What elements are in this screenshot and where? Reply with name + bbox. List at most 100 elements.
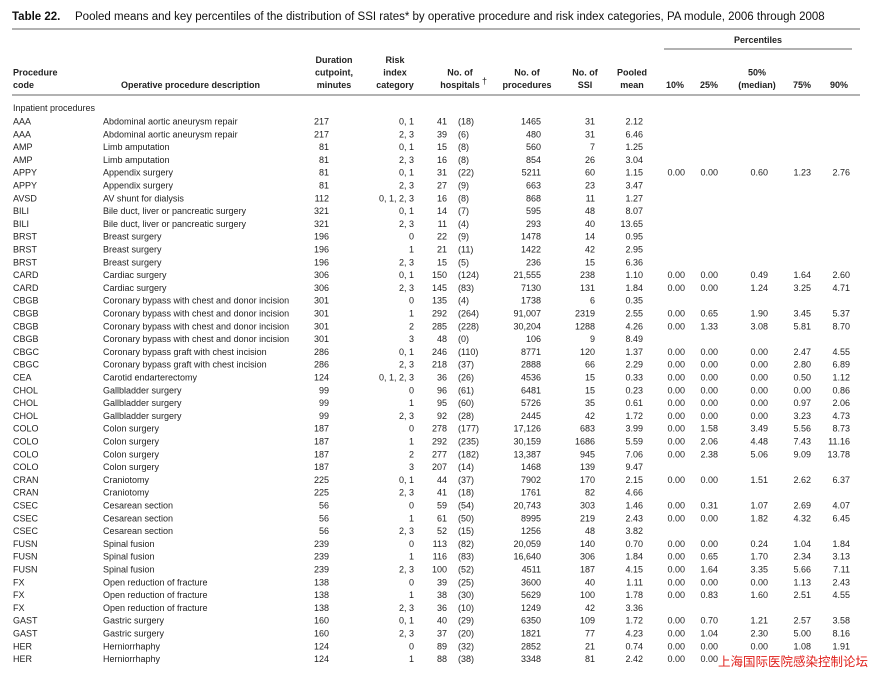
table-cell: Cesarean section <box>103 501 173 511</box>
table-cell: 8995 <box>521 513 541 523</box>
table-cell: COLO <box>13 424 39 434</box>
table-cell: 0.95 <box>625 232 643 242</box>
table-cell: 187 <box>580 565 595 575</box>
table-cell: 0, 1 <box>399 475 414 485</box>
table-cell: 0.74 <box>625 641 643 651</box>
table-cell: 42 <box>585 411 595 421</box>
table-cell: 1.72 <box>625 411 643 421</box>
table-cell: (0) <box>458 334 469 344</box>
table-cell: 0 <box>409 577 414 587</box>
table-cell: (235) <box>458 437 479 447</box>
table-cell: 2.34 <box>793 552 811 562</box>
table-cell: 1.64 <box>700 565 718 575</box>
table-cell: 595 <box>526 206 541 216</box>
table-cell: 40 <box>585 219 595 229</box>
table-cell: 5.66 <box>793 565 811 575</box>
table-cell: 138 <box>314 603 329 613</box>
table-cell: COLO <box>13 437 39 447</box>
column-header: 75% <box>793 80 811 90</box>
table-cell: 239 <box>314 565 329 575</box>
table-cell: Cesarean section <box>103 513 173 523</box>
table-cell: 196 <box>314 232 329 242</box>
table-cell: Open reduction of fracture <box>103 590 208 600</box>
table-cell: 150 <box>432 270 447 280</box>
table-cell: 7.43 <box>793 437 811 447</box>
table-cell: Colon surgery <box>103 437 160 447</box>
table-cell: 277 <box>432 449 447 459</box>
column-header: No. of <box>514 68 540 78</box>
column-header: 10% <box>666 80 684 90</box>
table-cell: 1 <box>409 309 414 319</box>
table-cell: 0.00 <box>667 424 685 434</box>
table-cell: 187 <box>314 462 329 472</box>
table-cell: 6.45 <box>832 513 850 523</box>
table-cell: (4) <box>458 219 469 229</box>
table-cell: Gastric surgery <box>103 616 165 626</box>
watermark: 上海国际医院感染控制论坛 <box>718 654 868 669</box>
table-cell: 1.08 <box>793 641 811 651</box>
table-cell: FX <box>13 577 25 587</box>
table-cell: 59 <box>437 501 447 511</box>
table-cell: 0, 1 <box>399 206 414 216</box>
table-cell: 81 <box>319 181 329 191</box>
table-cell: 138 <box>314 590 329 600</box>
table-cell: 0.83 <box>700 590 718 600</box>
table-cell: 285 <box>432 321 447 331</box>
table-cell: 1.78 <box>625 590 643 600</box>
table-cell: 15 <box>437 257 447 267</box>
table-cell: 6.36 <box>625 257 643 267</box>
table-cell: 30,204 <box>513 321 541 331</box>
table-cell: 0, 1 <box>399 142 414 152</box>
table-cell: CBGC <box>13 347 40 357</box>
table-cell: 145 <box>432 283 447 293</box>
table-cell: 5.37 <box>832 309 850 319</box>
table-cell: FUSN <box>13 552 38 562</box>
table-cell: 1256 <box>521 526 541 536</box>
table-cell: 236 <box>526 257 541 267</box>
table-cell: 35 <box>585 398 595 408</box>
column-header: Risk <box>385 55 405 65</box>
table-cell: 2852 <box>521 641 541 651</box>
table-cell: 1.10 <box>625 270 643 280</box>
table-cell: 1.27 <box>625 193 643 203</box>
table-cell: 52 <box>437 526 447 536</box>
table-cell: 2.47 <box>793 347 811 357</box>
table-cell: 1821 <box>521 629 541 639</box>
table-cell: 42 <box>585 603 595 613</box>
table-cell: FUSN <box>13 539 38 549</box>
table-cell: 2 <box>409 321 414 331</box>
table-cell: BRST <box>13 232 38 242</box>
table-cell: 278 <box>432 424 447 434</box>
table-cell: 0 <box>409 424 414 434</box>
table-cell: 196 <box>314 257 329 267</box>
table-cell: (60) <box>458 398 474 408</box>
table-cell: (9) <box>458 181 469 191</box>
table-cell: Abdominal aortic aneurysm repair <box>103 117 238 127</box>
table-cell: 0.00 <box>700 283 718 293</box>
table-cell: 945 <box>580 449 595 459</box>
table-cell: (26) <box>458 373 474 383</box>
table-cell: 3 <box>409 334 414 344</box>
table-cell: 14 <box>437 206 447 216</box>
table-cell: 1686 <box>575 437 595 447</box>
table-cell: 31 <box>585 117 595 127</box>
table-cell: Colon surgery <box>103 449 160 459</box>
table-cell: 2, 3 <box>399 181 414 191</box>
table-cell: 4.23 <box>625 629 643 639</box>
table-cell: 14 <box>585 232 595 242</box>
table-cell: 2.29 <box>625 360 643 370</box>
table-cell: (10) <box>458 603 474 613</box>
table-cell: 5.56 <box>793 424 811 434</box>
table-cell: Open reduction of fracture <box>103 603 208 613</box>
table-cell: (32) <box>458 641 474 651</box>
table-cell: 3.13 <box>832 552 850 562</box>
table-cell: 0.00 <box>667 475 685 485</box>
table-cell: (124) <box>458 270 479 280</box>
table-cell: CBGB <box>13 309 39 319</box>
table-cell: 5.00 <box>793 629 811 639</box>
table-cell: 42 <box>585 245 595 255</box>
column-header: Duration <box>316 55 353 65</box>
table-cell: BILI <box>13 206 29 216</box>
table-cell: 21 <box>437 245 447 255</box>
